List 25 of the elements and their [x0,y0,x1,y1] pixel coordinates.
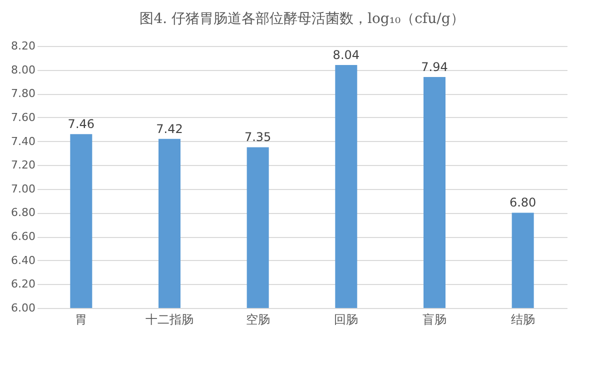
data-label: 6.80 [509,196,536,210]
y-tick-label: 7.00 [11,182,36,196]
data-label: 7.46 [68,117,95,132]
x-tick-label: 盲肠 [422,312,446,326]
data-label: 7.94 [421,60,448,74]
y-tick-label: 6.20 [11,278,36,291]
y-tick-label: 7.20 [11,158,36,172]
y-tick-label: 8.00 [11,63,36,76]
x-tick-label: 十二指肠 [146,312,194,326]
x-tick-label: 空肠 [246,312,270,326]
data-label: 7.42 [156,122,183,136]
y-tick-label: 7.40 [11,134,36,148]
y-tick-label: 6.40 [11,254,36,267]
y-tick-label: 6.80 [11,206,36,220]
y-tick-label: 8.20 [11,40,36,52]
chart-title: 图4. 仔猪胃肠道各部位酵母活菌数，log₁₀（cfu/g） [140,11,464,27]
y-tick-label: 7.60 [11,110,36,124]
x-tick-label: 回肠 [334,312,358,326]
y-tick-label: 7.80 [11,87,36,100]
x-tick-label: 胃 [75,312,88,326]
y-tick-label: 6.60 [11,230,36,244]
data-label: 7.35 [244,130,272,144]
y-tick-label: 6.00 [11,302,36,314]
data-label: 8.04 [332,48,360,62]
x-tick-label: 结肠 [510,312,535,326]
